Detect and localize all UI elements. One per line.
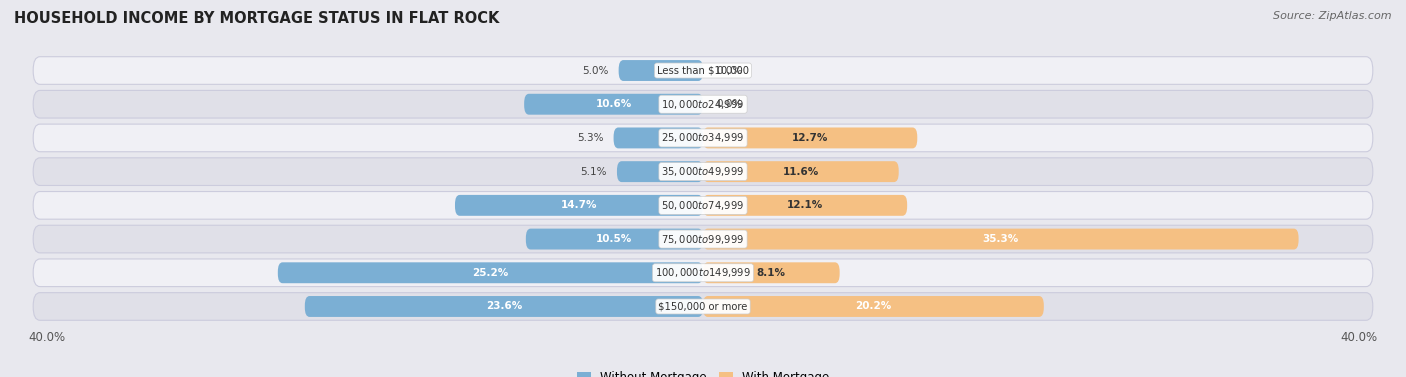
Text: 14.7%: 14.7% [561, 200, 598, 210]
Text: 0.0%: 0.0% [717, 66, 742, 75]
Text: 10.6%: 10.6% [596, 99, 631, 109]
Text: 5.3%: 5.3% [576, 133, 603, 143]
FancyBboxPatch shape [524, 94, 703, 115]
Text: 20.2%: 20.2% [855, 302, 891, 311]
Text: Less than $10,000: Less than $10,000 [657, 66, 749, 75]
FancyBboxPatch shape [34, 124, 1372, 152]
Text: 0.0%: 0.0% [717, 99, 742, 109]
Text: $50,000 to $74,999: $50,000 to $74,999 [661, 199, 745, 212]
Text: $75,000 to $99,999: $75,000 to $99,999 [661, 233, 745, 245]
FancyBboxPatch shape [34, 90, 1372, 118]
Text: 35.3%: 35.3% [983, 234, 1019, 244]
FancyBboxPatch shape [703, 262, 839, 283]
FancyBboxPatch shape [617, 161, 703, 182]
Text: $100,000 to $149,999: $100,000 to $149,999 [655, 266, 751, 279]
FancyBboxPatch shape [34, 225, 1372, 253]
FancyBboxPatch shape [34, 192, 1372, 219]
FancyBboxPatch shape [305, 296, 703, 317]
FancyBboxPatch shape [34, 293, 1372, 320]
FancyBboxPatch shape [34, 259, 1372, 287]
Text: $25,000 to $34,999: $25,000 to $34,999 [661, 132, 745, 144]
Text: HOUSEHOLD INCOME BY MORTGAGE STATUS IN FLAT ROCK: HOUSEHOLD INCOME BY MORTGAGE STATUS IN F… [14, 11, 499, 26]
FancyBboxPatch shape [278, 262, 703, 283]
Text: $10,000 to $24,999: $10,000 to $24,999 [661, 98, 745, 111]
FancyBboxPatch shape [703, 228, 1299, 250]
Text: $150,000 or more: $150,000 or more [658, 302, 748, 311]
FancyBboxPatch shape [619, 60, 703, 81]
FancyBboxPatch shape [703, 161, 898, 182]
Text: 40.0%: 40.0% [28, 331, 65, 344]
Text: 25.2%: 25.2% [472, 268, 509, 278]
Text: 10.5%: 10.5% [596, 234, 633, 244]
FancyBboxPatch shape [613, 127, 703, 149]
FancyBboxPatch shape [703, 127, 917, 149]
Text: 12.7%: 12.7% [792, 133, 828, 143]
FancyBboxPatch shape [34, 57, 1372, 84]
FancyBboxPatch shape [703, 296, 1043, 317]
Text: 12.1%: 12.1% [787, 200, 823, 210]
Text: 23.6%: 23.6% [486, 302, 522, 311]
Text: 5.0%: 5.0% [582, 66, 609, 75]
FancyBboxPatch shape [526, 228, 703, 250]
Text: 40.0%: 40.0% [1341, 331, 1378, 344]
Text: $35,000 to $49,999: $35,000 to $49,999 [661, 165, 745, 178]
FancyBboxPatch shape [703, 195, 907, 216]
FancyBboxPatch shape [456, 195, 703, 216]
Text: 8.1%: 8.1% [756, 268, 786, 278]
Text: 5.1%: 5.1% [581, 167, 607, 177]
Legend: Without Mortgage, With Mortgage: Without Mortgage, With Mortgage [572, 366, 834, 377]
FancyBboxPatch shape [34, 158, 1372, 185]
Text: 11.6%: 11.6% [783, 167, 818, 177]
Text: Source: ZipAtlas.com: Source: ZipAtlas.com [1274, 11, 1392, 21]
